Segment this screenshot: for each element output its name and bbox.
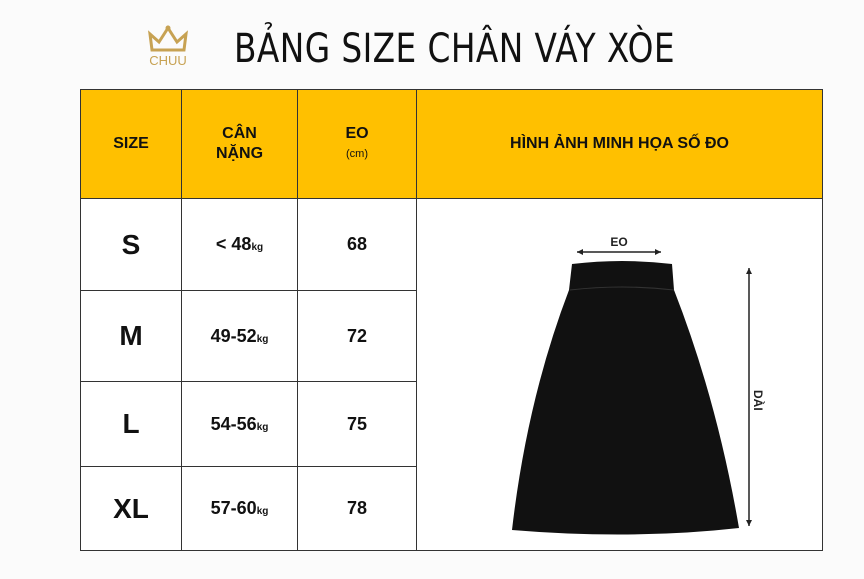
brand-logo: CHUU [140,24,196,74]
length-label: DÀI [751,390,766,411]
header-waist-label: EO [345,125,369,142]
waist-cell: 68 [297,198,417,291]
weight-cell: 57-60kg [181,466,298,551]
weight-unit: kg [256,421,269,433]
size-cell: L [80,381,182,467]
skirt-illustration: EO DÀI [512,235,766,535]
weight-value: 49-52 [210,325,257,346]
weight-value: 57-60 [210,498,257,518]
weight-cell: < 48kg [181,198,298,291]
size-cell: XL [80,466,182,551]
header-weight-line2: NẶNG [215,145,264,162]
crown-icon [148,25,188,52]
header-weight-line1: CÂN [222,125,257,142]
weight-value: < 48 [215,234,252,254]
page-title: BẢNG SIZE CHÂN VÁY XÒE [234,26,676,72]
header-weight: CÂN NẶNG [181,89,298,199]
weight-cell: 54-56kg [181,381,298,467]
header-size: SIZE [80,89,182,199]
logo-text: CHUU [149,53,187,68]
waist-cell: 78 [297,466,417,551]
table-row: M 49-52kg 72 [80,290,823,382]
weight-unit: kg [251,242,264,253]
weight-unit: kg [256,333,269,345]
waist-label: EO [610,235,627,249]
illustration-cell: EO DÀI [416,198,823,551]
size-table: SIZE CÂN NẶNG EO (cm) HÌNH ẢNH MINH HỌA SỐ… [80,89,823,551]
header-image: HÌNH ẢNH MINH HỌA SỐ ĐO [416,89,823,199]
weight-unit: kg [256,506,269,517]
size-cell: M [80,290,182,382]
header-waist-unit: (cm) [346,148,368,160]
size-cell: S [80,198,182,291]
skirt-image [512,260,739,535]
table-row: S < 48kg 68 EO DÀI [80,198,823,551]
header-row: SIZE CÂN NẶNG EO (cm) HÌNH ẢNH MINH HỌA SỐ… [80,89,823,199]
weight-cell: 49-52kg [181,290,298,382]
header-waist: EO (cm) [297,89,417,199]
waist-cell: 75 [297,381,417,467]
waist-cell: 72 [297,290,417,382]
table-row: L 54-56kg 75 [80,381,823,467]
table-row: XL 57-60kg 78 [80,466,823,551]
weight-value: 54-56 [210,413,257,434]
